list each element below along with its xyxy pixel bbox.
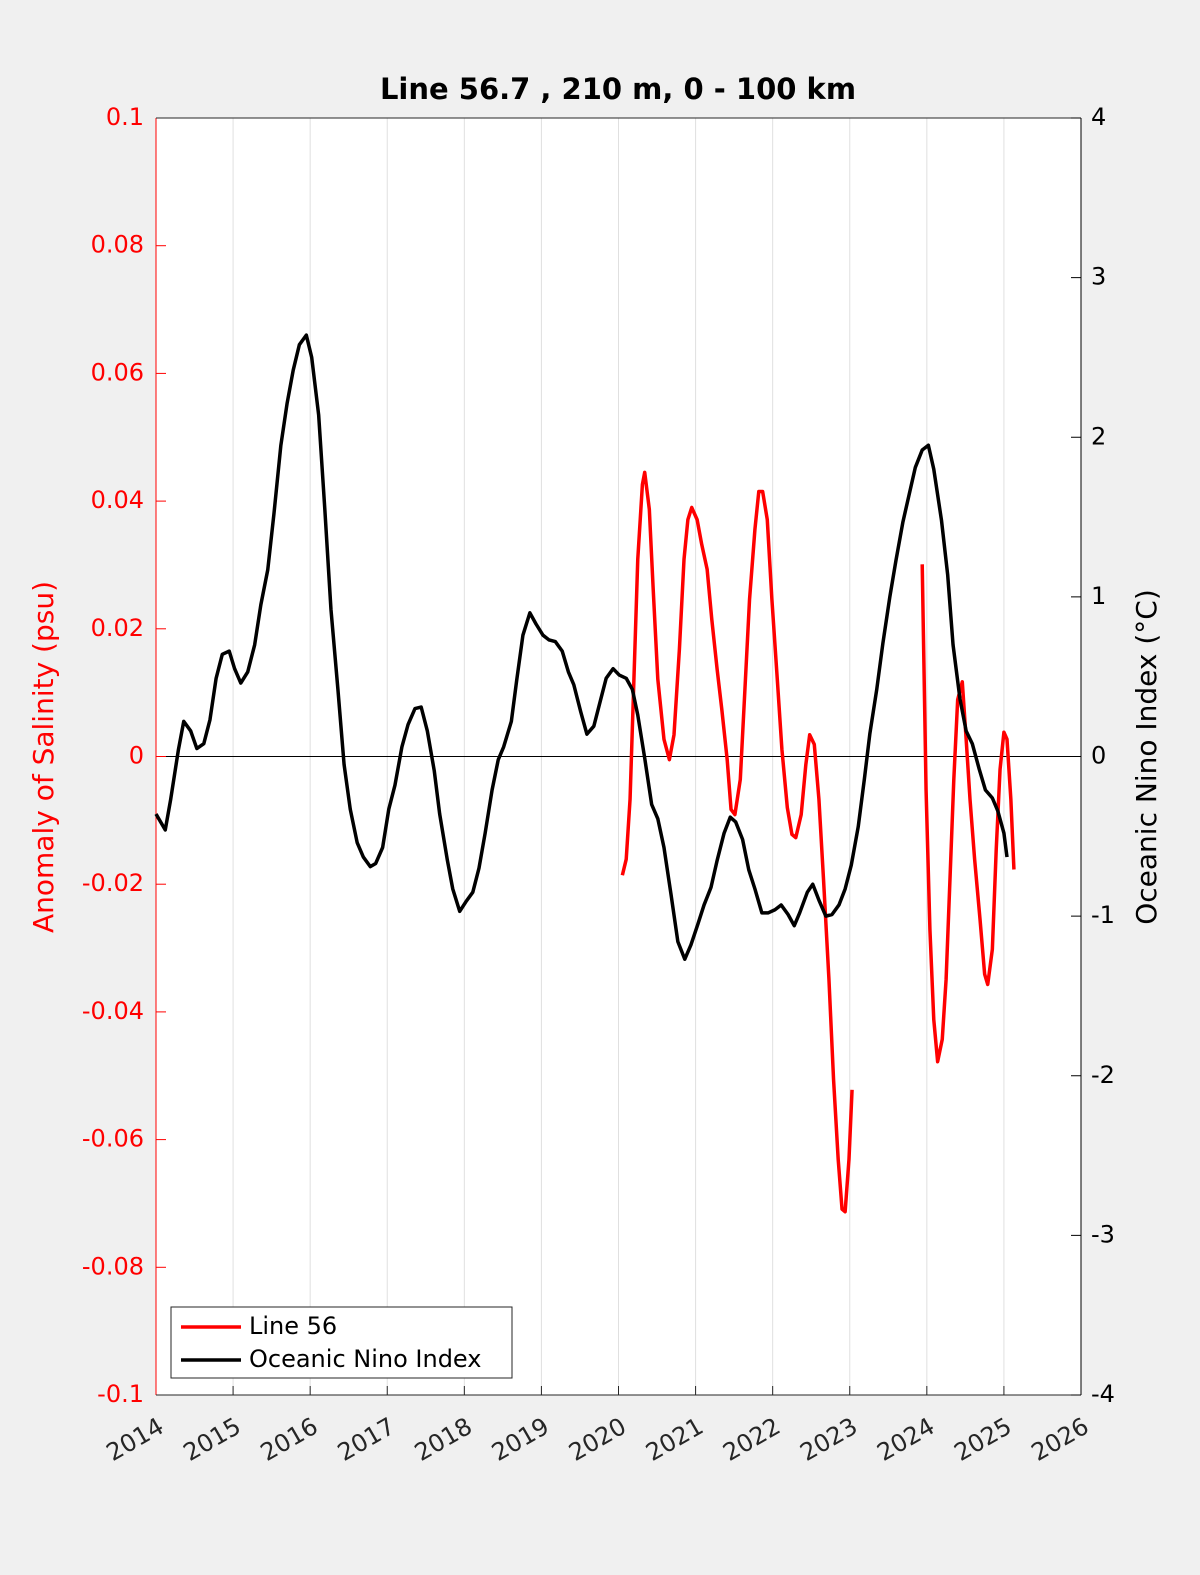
y2-tick-label: 3 <box>1091 263 1106 291</box>
y2-tick-label: -3 <box>1091 1220 1115 1248</box>
data-line <box>154 333 1009 961</box>
y2-tick-label: 2 <box>1091 422 1106 450</box>
legend-box <box>170 1306 513 1379</box>
y2-tick-label: -2 <box>1091 1061 1115 1089</box>
y2-tick-label: 1 <box>1091 582 1106 610</box>
y-tick-label: -0.1 <box>97 1380 144 1408</box>
y-tick-label: 0.06 <box>91 358 144 386</box>
chart-title: Line 56.7 , 210 m, 0 - 100 km <box>380 72 856 106</box>
y2-tick-label: -1 <box>1091 901 1115 929</box>
y-tick-label: 0.08 <box>91 231 144 259</box>
legend-label: Line 56 <box>249 1312 337 1340</box>
legend-label: Oceanic Nino Index <box>249 1345 481 1373</box>
y2-tick-label: 0 <box>1091 742 1106 770</box>
y2-tick-label: 4 <box>1091 103 1106 131</box>
y-tick-label: 0.02 <box>91 614 144 642</box>
y-tick-label: -0.08 <box>82 1252 144 1280</box>
y-tick-label: 0 <box>129 742 144 770</box>
y-tick-label: 0.04 <box>91 486 144 514</box>
y-tick-label: 0.1 <box>106 103 144 131</box>
data-line <box>620 470 1016 1214</box>
y-tick-label: -0.04 <box>82 997 144 1025</box>
y-tick-label: -0.06 <box>82 1125 144 1153</box>
y2-axis-label: Oceanic Nino Index (°C) <box>1130 589 1163 925</box>
y-axis-label: Anomaly of Salinity (psu) <box>27 581 60 933</box>
y2-tick-label: -4 <box>1091 1380 1115 1408</box>
y-tick-label: -0.02 <box>82 869 144 897</box>
